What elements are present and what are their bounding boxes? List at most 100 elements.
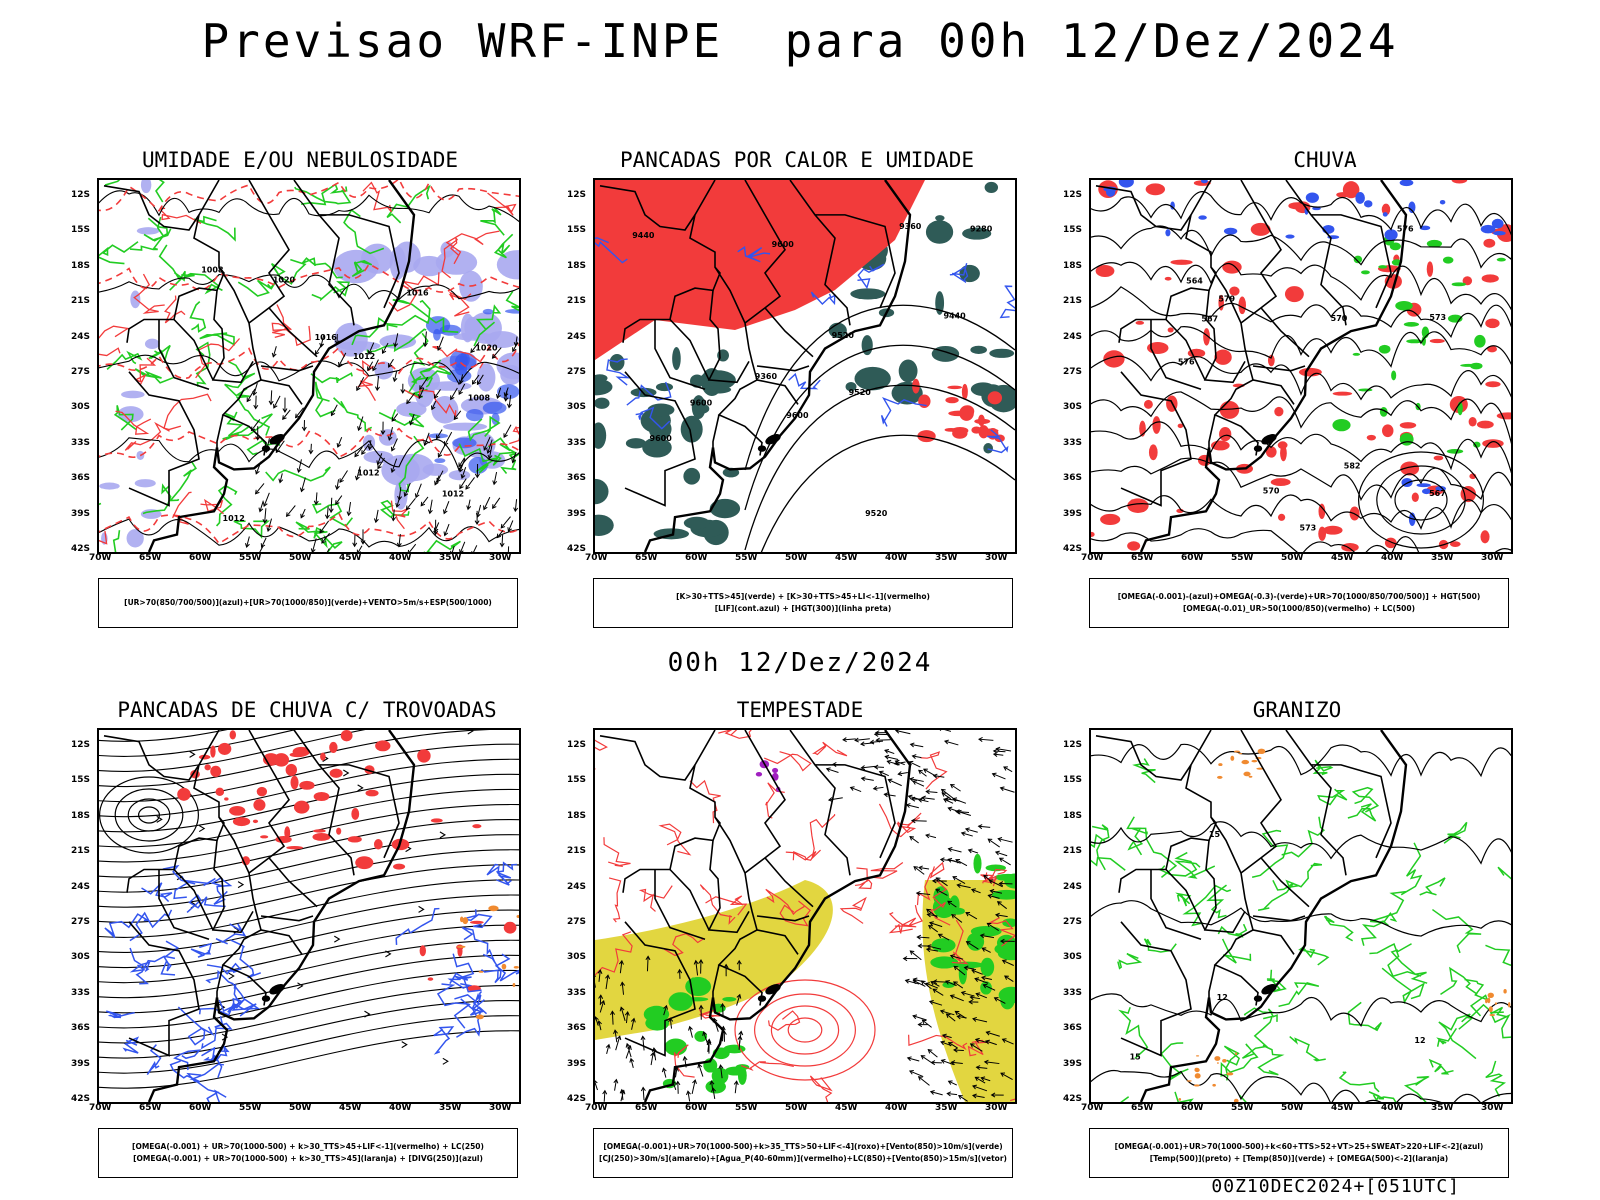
contour-label: 1012 [442,489,464,498]
latitude-tick-label: 33S [1063,987,1083,998]
rain-panel-title: CHUVA [1293,148,1357,172]
border-line [216,414,224,448]
latitude-tick-label: 39S [71,1058,91,1069]
humidity-legend: [UR>70(850/700/500)](azul)+[UR>70(1000/8… [98,578,518,628]
thunderstorm-showers-legend: [OMEGA(-0.001) + UR>70(1000-500) + k>30_… [98,1128,518,1178]
contour-label: 9520 [832,331,855,340]
longitude-tick-label: 65W [635,1103,658,1113]
longitude-tick-label: 45W [835,553,858,563]
longitude-tick-label: 40W [389,1103,412,1113]
coastline-borders [1095,180,1408,552]
longitude-tick-label: 50W [785,553,808,563]
contour-lines [1091,191,1511,552]
border-line [815,214,896,309]
border-line [764,857,814,908]
longitude-tick-label: 60W [1181,553,1204,563]
contour-lines [1091,743,1511,1102]
contour-label: 564 [1186,277,1203,286]
main-title: Previsao WRF-INPE para 00h 12/Dez/2024 [201,14,1399,68]
border-line [815,764,896,859]
contour-label: 9520 [865,509,888,518]
legend-line: [OMEGA(-0.001)+UR>70(1000-500)+k>35_TTS>… [603,1142,1003,1151]
contour-label: 1016 [406,289,429,298]
jet-area [595,880,833,1040]
latitude-tick-label: 24S [567,331,587,342]
latitude-tick-label: 42S [567,1094,587,1104]
contour-label: 1016 [315,333,338,342]
border-line [744,180,786,324]
latitude-tick-label: 33S [567,437,587,448]
border-line [1203,290,1246,384]
contour-label: 1012 [357,468,379,477]
border-line [216,964,224,998]
lagoon [1261,434,1277,445]
heat-showers-legend: [K>30+TTS>45](verde) + [K>30+TTS>45+LI<-… [593,578,1013,628]
border-line [1285,180,1347,326]
shaded-field [177,730,431,870]
longitude-tick-label: 40W [885,1103,908,1113]
streamline-arrow [467,730,474,735]
shaded-field [456,905,519,1020]
lagoon [1261,984,1277,995]
humidity-map: 1008 1012 1016 1020 1008 1012 1016 1012 1020 1012 [97,178,521,554]
contour-label: 9600 [690,399,713,408]
border-line [260,915,314,922]
border-line [712,414,720,448]
contour-label: 12 [1217,993,1228,1002]
border-line [669,868,710,931]
latitude-tick-label: 24S [71,331,91,342]
latitude-tick-label: 33S [71,987,91,998]
border-line [1150,319,1202,391]
longitude-tick-label: 30W [985,1103,1008,1113]
border-line [756,929,799,955]
contour-label: 9600 [650,434,673,443]
border-line [1240,180,1282,324]
contour-label: 9280 [970,225,993,234]
border-line [1150,869,1202,941]
coastline-borders [1095,730,1408,1102]
border-line [624,371,696,507]
latitude-tick-label: 18S [567,260,587,271]
border-line [622,730,721,893]
coastline-borders [599,180,912,552]
contour-label: 582 [1344,461,1361,470]
lagoon [1253,995,1263,1002]
lagoon [261,995,271,1002]
longitude-tick-label: 35W [439,1103,462,1113]
contour-label: 1008 [201,266,224,275]
contour-lines [595,730,1015,1102]
border-line [669,318,710,381]
longitude-tick-label: 50W [289,1103,312,1113]
contour-label: 570 [1331,314,1348,323]
streamline-arrow [439,831,446,839]
contour-label: 1020 [273,275,296,284]
border-line [1240,730,1282,874]
contour-label: 570 [1263,487,1280,496]
latitude-tick-label: 36S [71,473,91,484]
streamline-arrow [357,784,364,792]
border-line [1208,414,1216,448]
contour-label: 9360 [899,222,922,231]
border-line [128,921,200,1057]
latitude-tick-label: 39S [567,1058,587,1069]
border-line [248,180,290,324]
border-line [211,290,254,384]
longitude-tick-label: 40W [1381,553,1404,563]
contour-lines [595,237,1015,454]
longitude-tick-label: 55W [1231,1103,1254,1113]
contour-label: 1020 [475,343,498,352]
longitude-tick-label: 35W [935,553,958,563]
streamline-arrow [442,1057,449,1065]
streamline-arrow [334,935,341,943]
longitude-tick-label: 35W [1431,553,1454,563]
hail-map: 12 15 15 12 [1089,728,1513,1104]
latitude-tick-label: 15S [71,775,91,786]
longitude-tick-label: 50W [1281,553,1304,563]
longitude-tick-label: 45W [339,1103,362,1113]
border-line [756,379,799,405]
border-line [1120,371,1192,507]
border-line [158,869,210,941]
longitude-tick-label: 70W [585,553,608,563]
longitude-tick-label: 70W [89,553,112,563]
contour-lines [99,180,519,545]
